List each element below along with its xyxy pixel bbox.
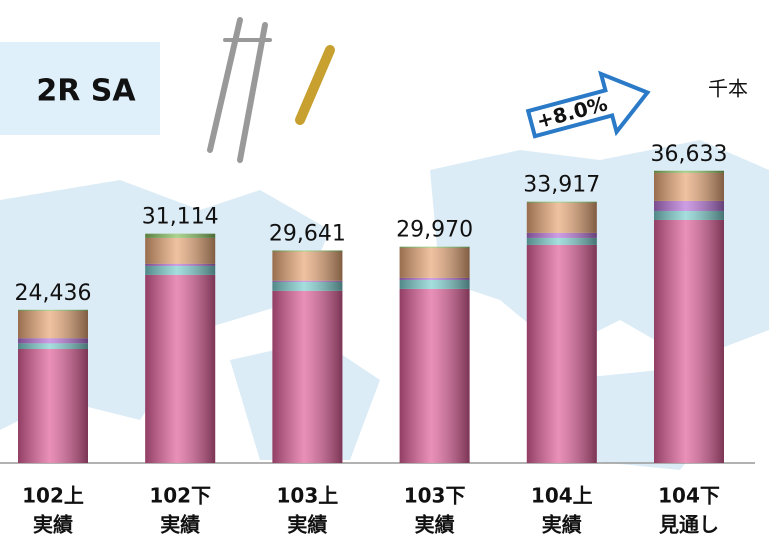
bar-segment (399, 279, 470, 289)
bar-segment (18, 338, 88, 344)
bar-segment (654, 210, 724, 220)
total-label: 29,641 (269, 221, 346, 246)
bar-segment (526, 237, 597, 245)
product-image (207, 17, 335, 163)
bar-segment (654, 200, 724, 211)
bar-segment (399, 288, 470, 463)
x-tick-label: 104下 (658, 484, 720, 508)
bar-segment (526, 202, 597, 233)
x-tick-label: 見通し (659, 513, 719, 537)
bar-segment (272, 290, 343, 463)
bar-segment (145, 233, 216, 238)
bar-segment (654, 219, 724, 463)
total-label: 33,917 (523, 173, 600, 198)
total-label: 29,970 (396, 218, 473, 243)
bar-segment (526, 232, 597, 238)
bar-segment (18, 309, 88, 311)
bar-segment (18, 349, 88, 463)
bar-segment (399, 246, 470, 248)
x-tick-label: 実績 (160, 513, 200, 537)
bar-segment (399, 247, 470, 278)
x-tick-label: 104上 (531, 484, 593, 508)
x-tick-label: 103下 (404, 484, 466, 508)
bar-segment (18, 310, 88, 339)
bar-segment (145, 263, 216, 266)
bar-segment (654, 172, 724, 201)
total-label: 36,633 (651, 142, 728, 167)
bar-segment (272, 250, 343, 252)
bar-segment (526, 201, 597, 203)
bar-segment (399, 277, 470, 280)
x-tick-label: 実績 (542, 513, 582, 537)
bar-segment (526, 244, 597, 463)
x-tick-label: 実績 (415, 513, 455, 537)
bar-segment (145, 265, 216, 275)
x-tick-label: 102上 (22, 484, 84, 508)
total-label: 31,114 (142, 205, 219, 230)
unit-label: 千本 (708, 77, 748, 101)
bar-segment (18, 343, 88, 349)
bar-segment (654, 170, 724, 173)
x-tick-label: 実績 (33, 513, 73, 537)
total-label: 24,436 (15, 281, 92, 306)
x-tick-label: 102下 (149, 484, 211, 508)
bar-segment (272, 251, 343, 281)
map-background (0, 140, 769, 470)
bar-segment (272, 280, 343, 282)
bar-segment (272, 281, 343, 291)
title-box (0, 42, 160, 135)
bar-segment (145, 274, 216, 463)
x-tick-label: 103上 (277, 484, 339, 508)
growth-arrow: +8.0% (525, 70, 651, 139)
x-tick-label: 実績 (287, 513, 327, 537)
bar-segment (145, 237, 216, 264)
chart-title: 2R SA (36, 74, 136, 109)
